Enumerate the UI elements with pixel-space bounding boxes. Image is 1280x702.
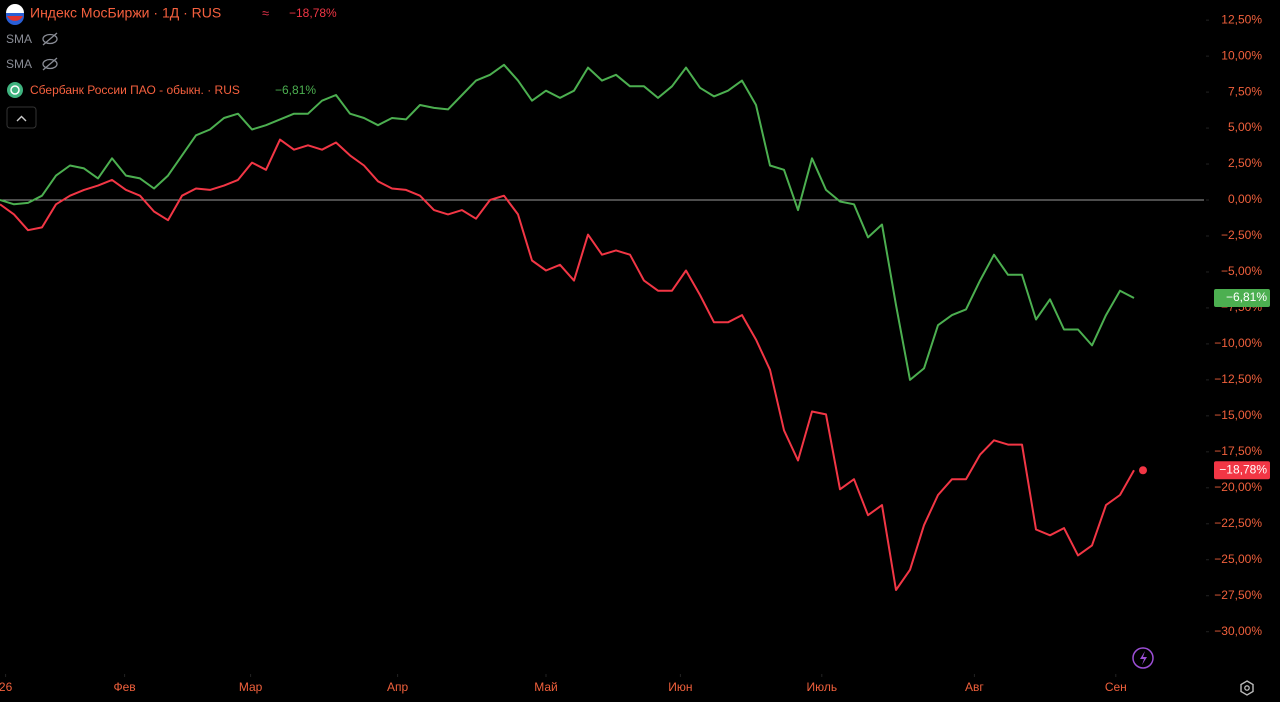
y-tick-label: −15,00%: [1214, 408, 1262, 422]
y-tick-label: 0,00%: [1228, 192, 1262, 206]
y-tick-label: 2,50%: [1228, 156, 1262, 170]
flag-icon: [7, 16, 23, 21]
hidden-icon[interactable]: [42, 57, 58, 71]
y-tick-label: 10,00%: [1221, 48, 1262, 62]
legend-change: −6,81%: [275, 83, 316, 97]
indicator-label[interactable]: SMA: [6, 57, 32, 71]
x-tick-label: Фев: [114, 680, 136, 694]
y-tick-label: 5,00%: [1228, 120, 1262, 134]
y-tick-label: −30,00%: [1214, 624, 1262, 638]
y-tick-label: −20,00%: [1214, 480, 1262, 494]
x-tick-label: Апр: [387, 680, 409, 694]
lightning-icon[interactable]: [1140, 651, 1147, 665]
y-tick-label: −5,00%: [1221, 264, 1262, 278]
sber-icon: [10, 85, 20, 95]
y-tick-label: −25,00%: [1214, 552, 1262, 566]
sber-icon: [7, 82, 23, 98]
indicator-label[interactable]: SMA: [6, 32, 32, 46]
y-tick-label: −27,50%: [1214, 588, 1262, 602]
x-tick-label: Сен: [1105, 680, 1127, 694]
x-tick-label: Авг: [965, 680, 984, 694]
x-tick-label: Май: [534, 680, 558, 694]
y-tick-label: −22,50%: [1214, 516, 1262, 530]
collapse-icon[interactable]: [16, 115, 27, 122]
y-tick-label: −10,00%: [1214, 336, 1262, 350]
compare-icon[interactable]: ≈: [262, 5, 269, 20]
x-tick-label: Июн: [668, 680, 692, 694]
last-point: [1139, 466, 1147, 475]
plot: 12,50% 10,00% 7,50% 5,00% 2,50% 0,00% −2,50% −5…: [0, 12, 1270, 694]
legend-compare[interactable]: Сбербанк России ПАО - обыкн. · RUS: [30, 83, 240, 97]
x-tick-label: Июль: [806, 680, 837, 694]
lightning-button[interactable]: [1132, 647, 1154, 669]
y-tick-label: 12,50%: [1221, 12, 1262, 26]
settings-icon[interactable]: [1244, 685, 1250, 691]
series-line: [0, 138, 1135, 591]
x-tick-label: 26: [0, 680, 13, 694]
legend-main[interactable]: Индекс МосБиржи · 1Д · RUS: [30, 5, 221, 21]
price-badge-label: −18,78%: [1219, 462, 1267, 476]
x-tick-label: Мар: [239, 680, 263, 694]
price-badge-label: −6,81%: [1226, 290, 1267, 304]
price-badge: [1214, 461, 1270, 480]
price-badge: [1214, 289, 1270, 308]
y-tick-label: −12,50%: [1214, 372, 1262, 386]
y-tick-label: 7,50%: [1228, 84, 1262, 98]
y-tick-label: −2,50%: [1221, 228, 1262, 242]
legend-change: −18,78%: [289, 6, 337, 20]
y-tick-label: −17,50%: [1214, 444, 1262, 458]
legend: Индекс МосБиржи · 1Д · RUS ≈ −18,78% SMA…: [6, 4, 337, 129]
settings-button[interactable]: [1240, 680, 1254, 696]
bottom-icons: [1132, 647, 1254, 696]
hidden-icon[interactable]: [42, 32, 58, 46]
collapse-button[interactable]: [6, 106, 37, 129]
series-line: [0, 63, 1135, 381]
